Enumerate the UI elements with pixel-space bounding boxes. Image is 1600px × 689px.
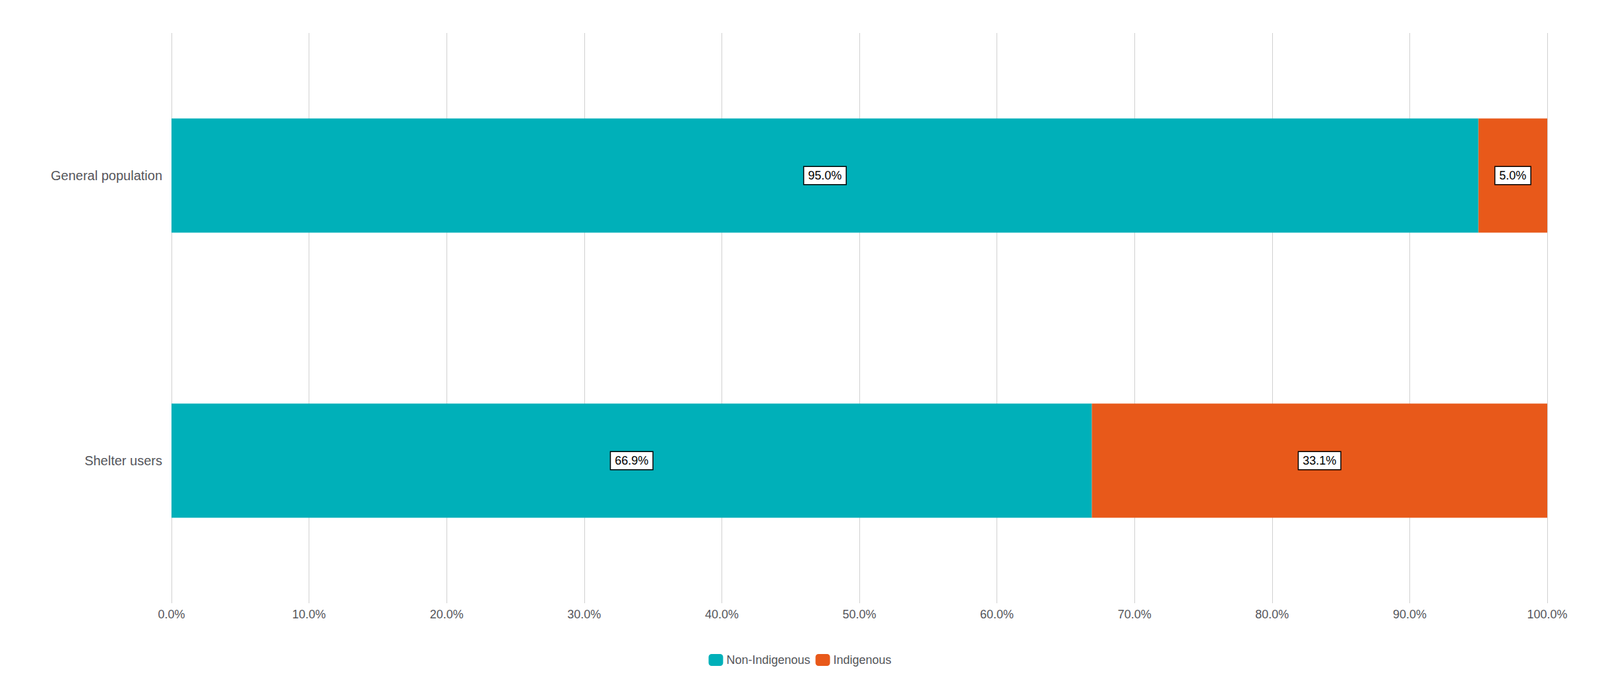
svg-text:60.0%: 60.0%: [980, 607, 1014, 621]
svg-text:Shelter users: Shelter users: [84, 453, 163, 468]
svg-text:20.0%: 20.0%: [430, 607, 464, 621]
svg-text:30.0%: 30.0%: [567, 607, 601, 621]
svg-text:Indigenous: Indigenous: [833, 652, 892, 667]
svg-text:66.9%: 66.9%: [614, 453, 649, 467]
svg-text:100.0%: 100.0%: [1526, 607, 1568, 621]
svg-text:5.0%: 5.0%: [1499, 168, 1527, 183]
svg-text:90.0%: 90.0%: [1392, 607, 1427, 621]
svg-text:70.0%: 70.0%: [1117, 607, 1152, 621]
svg-text:General population: General population: [50, 168, 163, 183]
svg-text:50.0%: 50.0%: [842, 607, 876, 621]
svg-text:95.0%: 95.0%: [807, 168, 842, 183]
svg-text:Non-Indigenous: Non-Indigenous: [726, 652, 810, 667]
svg-text:0.0%: 0.0%: [157, 607, 185, 621]
svg-text:33.1%: 33.1%: [1302, 453, 1337, 467]
svg-text:10.0%: 10.0%: [292, 607, 326, 621]
svg-text:40.0%: 40.0%: [705, 607, 739, 621]
svg-text:80.0%: 80.0%: [1255, 607, 1289, 621]
